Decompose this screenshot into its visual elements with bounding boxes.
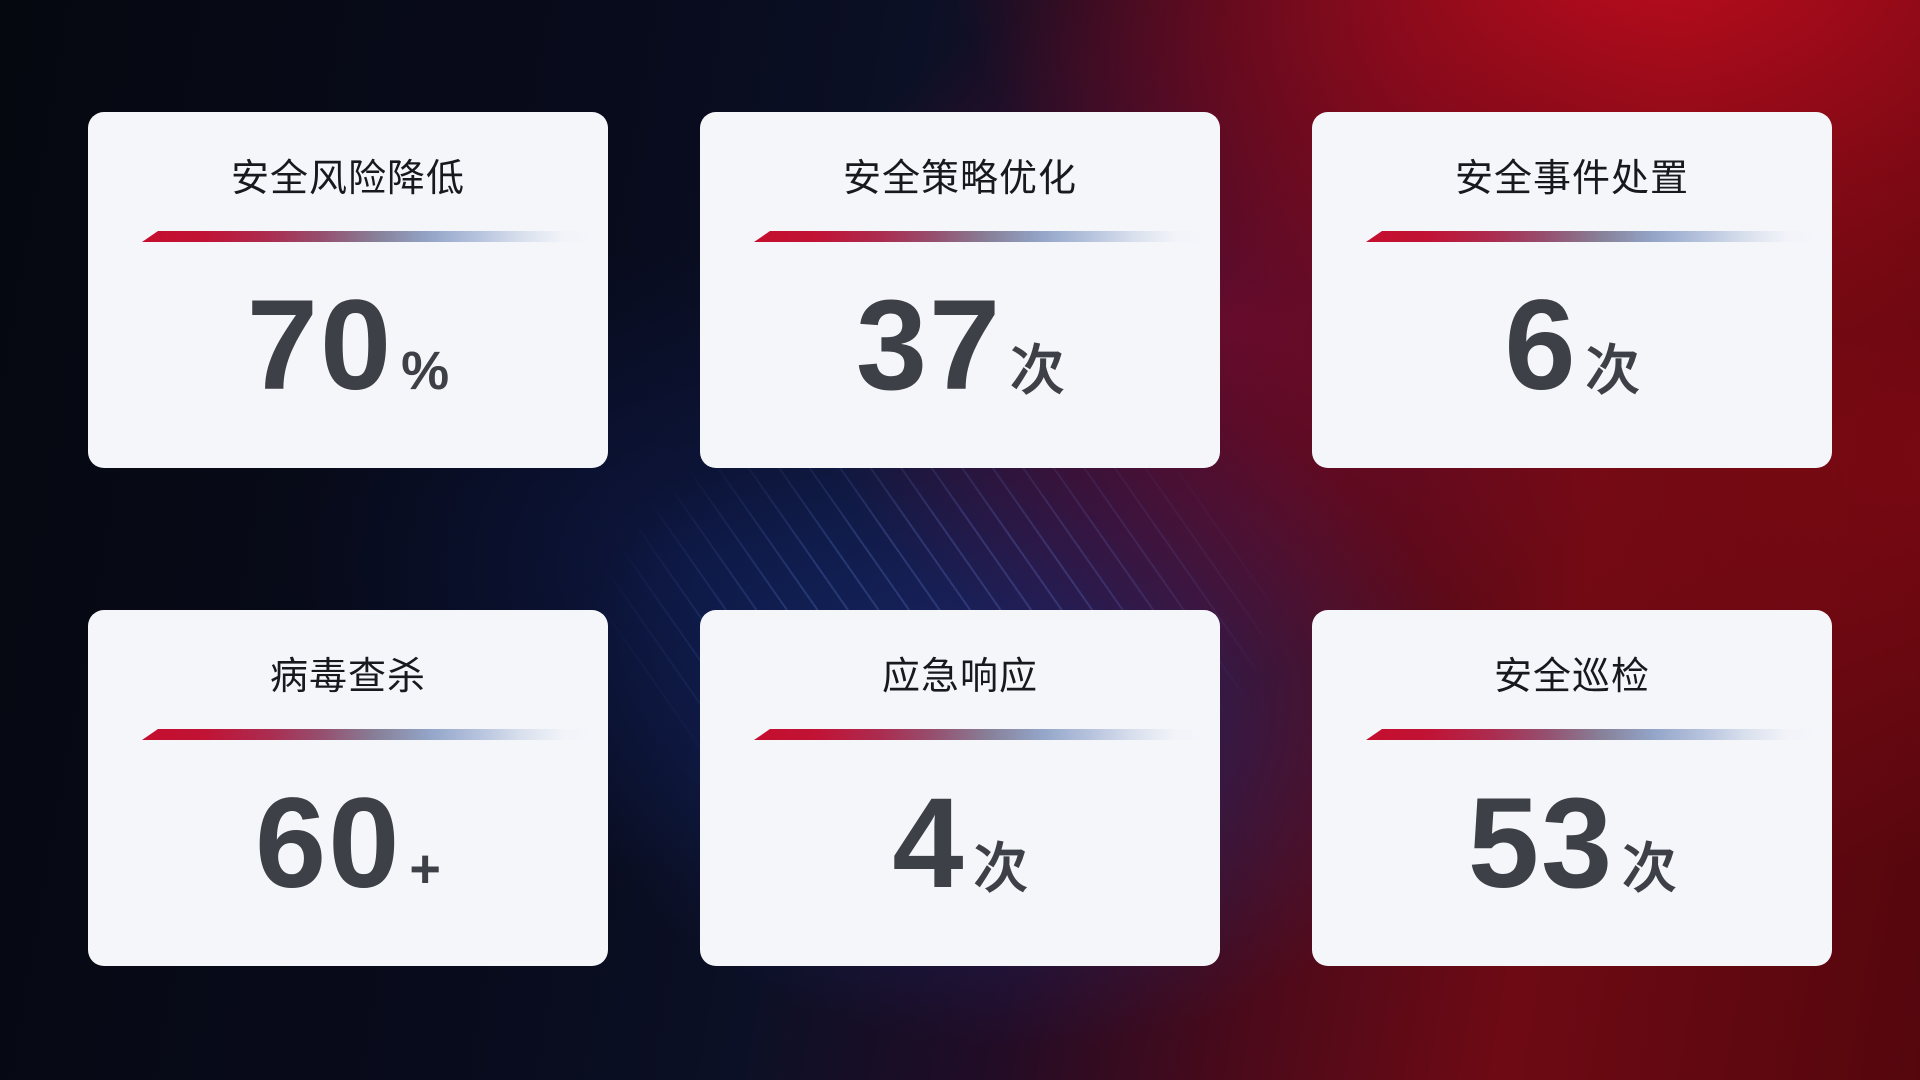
stat-card-divider <box>754 231 1206 242</box>
stat-card-divider <box>142 729 594 740</box>
stat-card-divider <box>1366 729 1818 740</box>
stat-card-incident-handling: 安全事件处置 6 次 <box>1312 112 1832 468</box>
stat-card-divider <box>754 729 1206 740</box>
stat-card-value-row: 6 次 <box>1504 282 1639 410</box>
stat-card-title: 应急响应 <box>881 656 1038 698</box>
stat-card-value-row: 70 % <box>247 282 449 410</box>
stat-card-title: 安全巡检 <box>1493 656 1650 698</box>
stat-card-unit: 次 <box>1622 839 1677 899</box>
stat-card-value-row: 4 次 <box>892 780 1027 908</box>
stat-card-emergency-response: 应急响应 4 次 <box>700 610 1220 966</box>
stat-card-value: 37 <box>855 274 1003 417</box>
stat-card-unit: 次 <box>973 839 1028 899</box>
stat-card-value: 70 <box>246 274 394 417</box>
stat-card-unit: + <box>409 839 441 899</box>
stat-card-title: 安全事件处置 <box>1454 158 1689 200</box>
stat-card-value-row: 37 次 <box>856 282 1064 410</box>
stat-card-value: 60 <box>255 772 402 915</box>
stat-card-value-row: 60 + <box>255 780 441 908</box>
stat-card-policy-optimization: 安全策略优化 37 次 <box>700 112 1220 468</box>
stat-card-value-row: 53 次 <box>1468 780 1676 908</box>
stat-card-unit: 次 <box>1585 341 1640 401</box>
stat-card-security-inspection: 安全巡检 53 次 <box>1312 610 1832 966</box>
stat-card-value: 6 <box>1504 274 1578 417</box>
stat-card-title: 安全策略优化 <box>842 158 1077 200</box>
stat-card-risk-reduction: 安全风险降低 70 % <box>88 112 608 468</box>
stat-card-unit: 次 <box>1010 341 1065 401</box>
stat-card-unit: % <box>401 341 450 401</box>
stat-card-divider <box>142 231 594 242</box>
stat-card-title: 病毒查杀 <box>269 656 426 698</box>
stat-card-virus-scan: 病毒查杀 60 + <box>88 610 608 966</box>
stat-card-value: 53 <box>1467 772 1615 915</box>
stat-card-value: 4 <box>892 772 966 915</box>
stat-card-title: 安全风险降低 <box>230 158 465 200</box>
stat-card-divider <box>1366 231 1818 242</box>
